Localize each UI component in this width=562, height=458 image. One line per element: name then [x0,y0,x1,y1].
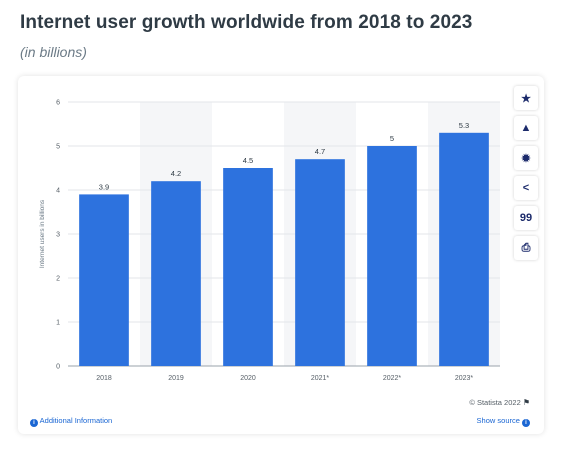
chart-toolbar: ★ ▲ ✹ < 99 ⎙ [514,86,538,260]
x-tick-label: 2020 [240,375,256,382]
y-tick-label: 4 [56,188,60,195]
share-icon[interactable]: < [514,176,538,200]
bar [223,168,273,366]
print-icon[interactable]: ⎙ [514,236,538,260]
x-tick-label: 2019 [168,375,184,382]
y-tick-label: 5 [56,144,60,151]
y-tick-label: 3 [56,232,60,239]
bar-value-label: 4.5 [243,156,253,165]
additional-info-label: Additional Information [39,416,113,425]
x-tick-label: 2022* [383,375,402,382]
bar-value-label: 4.2 [171,169,181,178]
show-source-label: Show source [476,416,520,425]
y-tick-label: 2 [56,276,60,283]
chart-subtitle: (in billions) [20,44,87,60]
bar [151,181,201,366]
quote-icon[interactable]: 99 [514,206,538,230]
y-tick-label: 0 [56,364,60,371]
additional-info-link[interactable]: i Additional Information [30,416,112,427]
star-icon[interactable]: ★ [514,86,538,110]
chart-title: Internet user growth worldwide from 2018… [20,12,473,33]
show-source-link[interactable]: Show source i [477,416,530,427]
bell-icon[interactable]: ▲ [514,116,538,140]
x-tick-label: 2018 [96,375,112,382]
x-tick-label: 2023* [455,375,474,382]
copyright-text: © Statista 2022 [469,398,521,407]
x-tick-label: 2021* [311,375,330,382]
copyright-notice: © Statista 2022 ⚑ [469,398,530,407]
bar-chart: 0 1 2 3 4 5 6 Internet users in billions 3.9 2018… [39,100,500,382]
info-icon: i [522,419,530,427]
y-axis-label: Internet users in billions [39,199,46,268]
bar-value-label: 5 [390,134,394,143]
bar-value-label: 3.9 [99,182,109,191]
gear-icon[interactable]: ✹ [514,146,538,170]
bar [439,132,489,366]
bar-value-label: 4.7 [315,147,325,156]
flag-icon: ⚑ [522,398,530,407]
y-tick-label: 6 [56,100,60,107]
y-tick-label: 1 [56,320,60,327]
bar-value-label: 5.3 [459,121,469,130]
chart-card: 0 1 2 3 4 5 6 Internet users in billions 3.9 2018… [18,76,544,434]
bar [79,194,129,366]
info-icon: i [30,419,38,427]
bar [367,146,417,366]
bar [295,159,345,366]
